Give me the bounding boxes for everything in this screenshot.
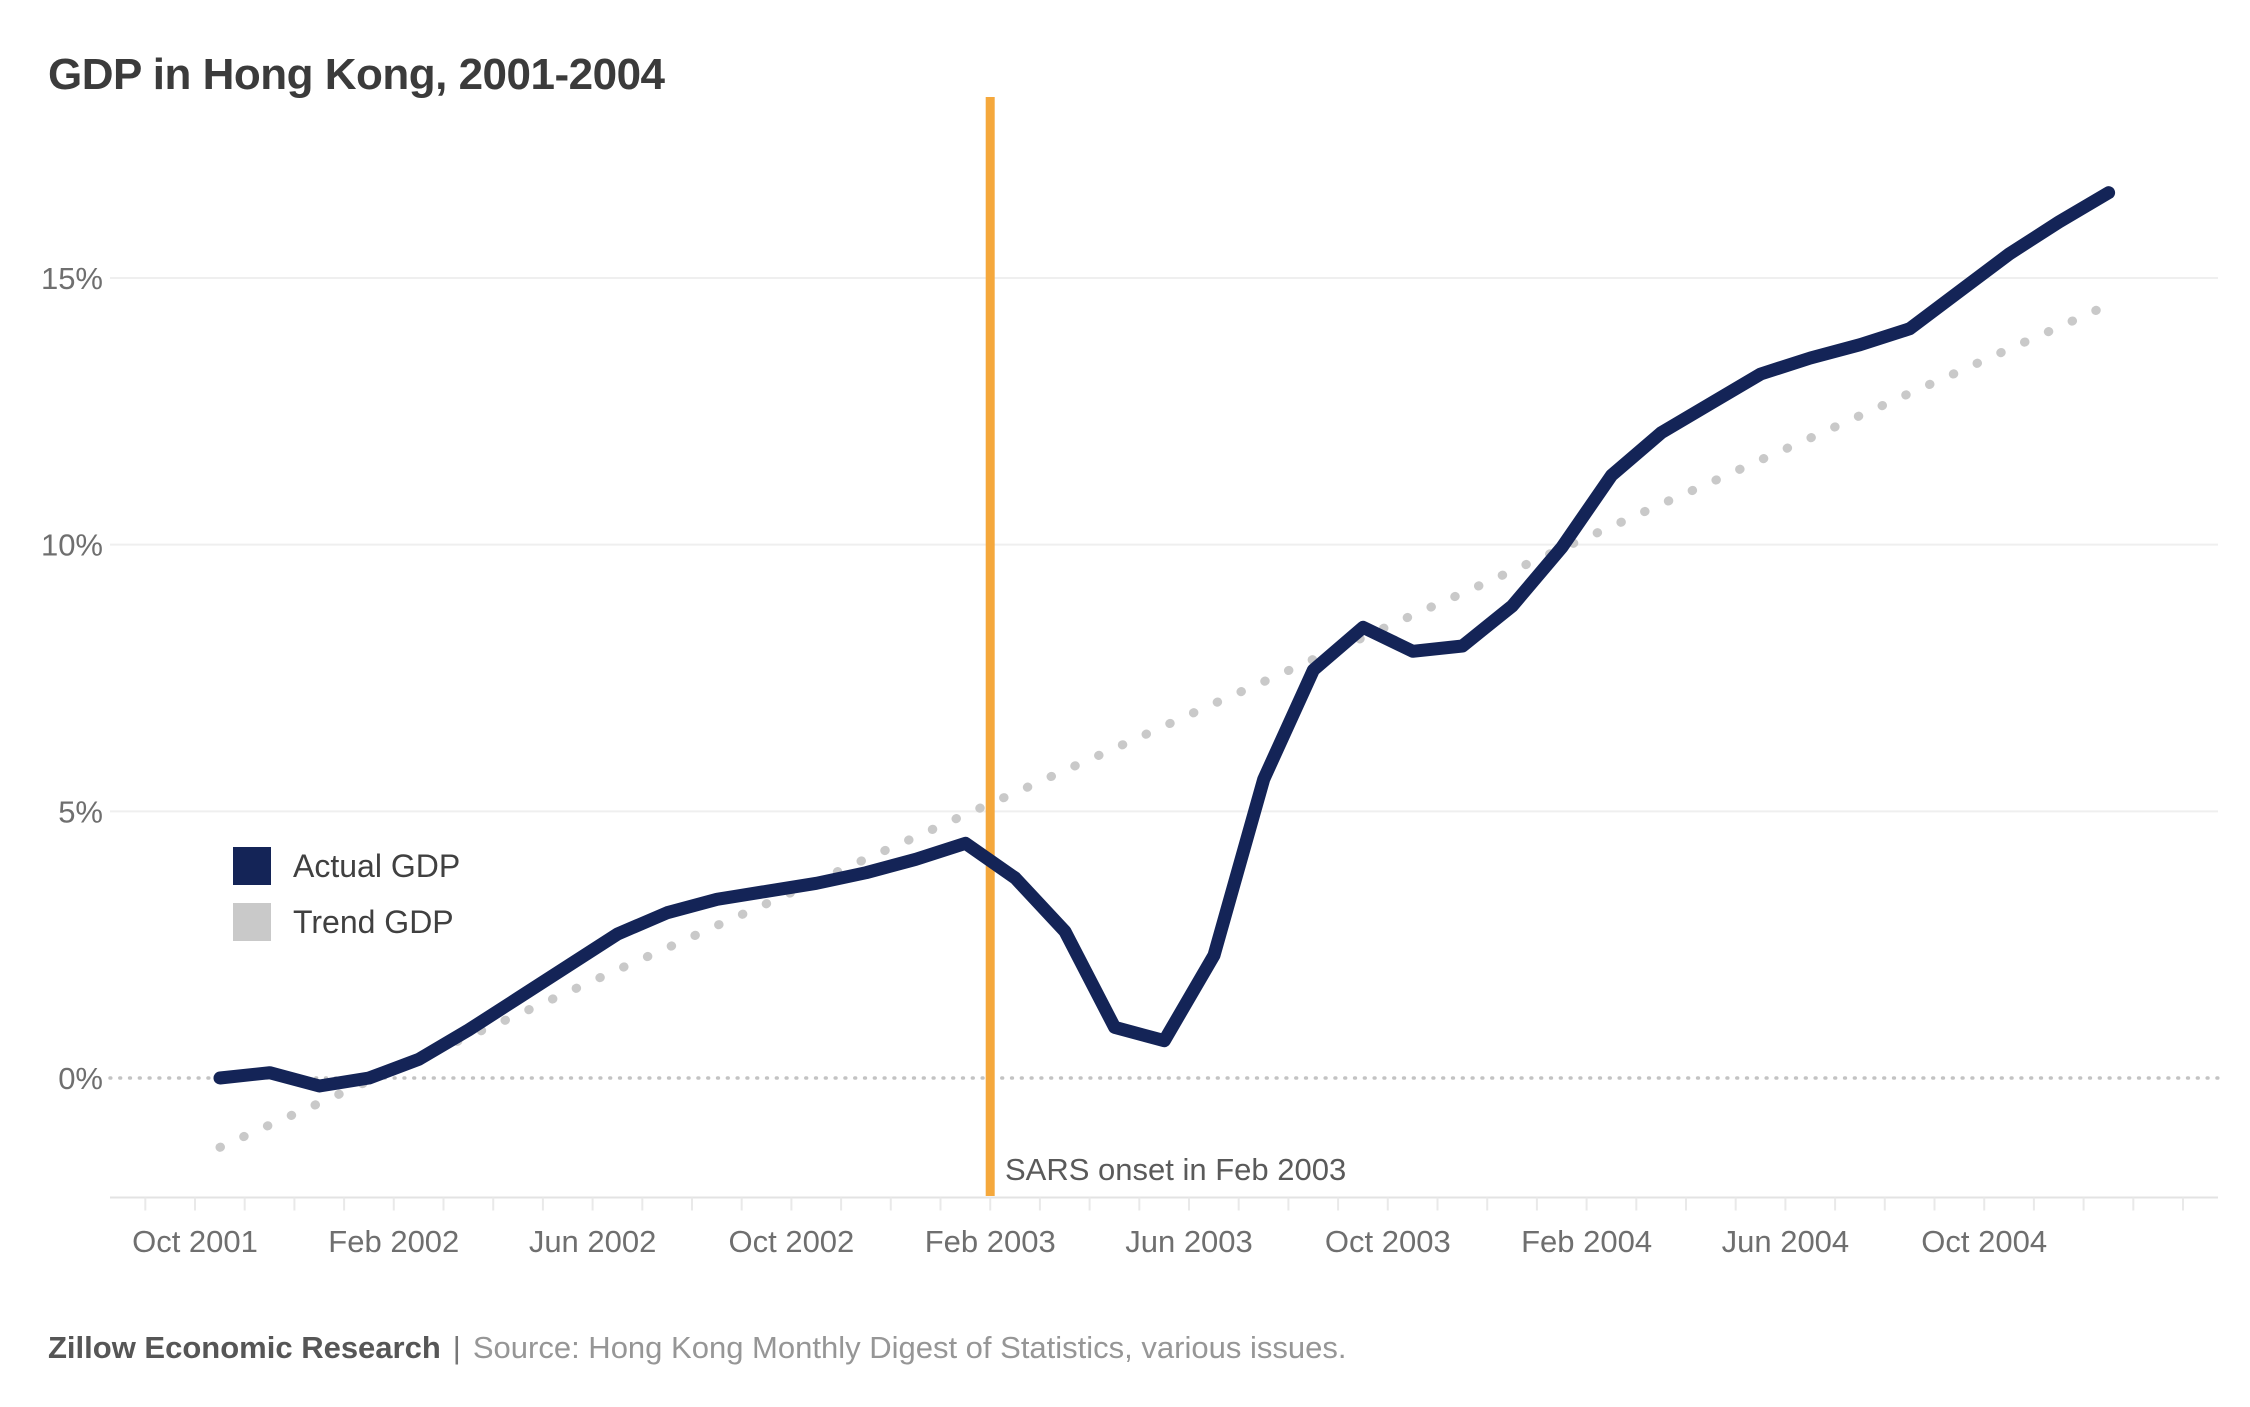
- actual-gdp-line: [213, 186, 2116, 1093]
- x-tick-label: Oct 2004: [1921, 1224, 2047, 1259]
- x-axis: [110, 1196, 2218, 1211]
- x-tick-label: Oct 2001: [132, 1224, 258, 1259]
- legend-label-trend-gdp: Trend GDP: [293, 903, 454, 940]
- y-tick-label: 15%: [41, 261, 103, 296]
- y-axis-labels: 0% 5% 10% 15%: [41, 261, 103, 1096]
- trend-gdp-swatch: [233, 903, 271, 941]
- footer-separator: |: [452, 1330, 461, 1365]
- x-tick-label: Oct 2002: [728, 1224, 854, 1259]
- chart-title: GDP in Hong Kong, 2001-2004: [48, 50, 665, 99]
- footer-brand: Zillow Economic Research: [48, 1330, 441, 1365]
- y-gridlines: [108, 277, 2220, 1080]
- sars-annotation-label: SARS onset in Feb 2003: [1005, 1152, 1347, 1187]
- x-tick-label: Feb 2003: [925, 1224, 1056, 1259]
- x-tick-label: Feb 2004: [1521, 1224, 1652, 1259]
- actual-gdp-swatch: [233, 847, 271, 885]
- footer: Zillow Economic Research | Source: Hong Ko…: [48, 1330, 1346, 1366]
- y-tick-label: 10%: [41, 528, 103, 563]
- legend-item-trend-gdp: Trend GDP: [233, 903, 460, 941]
- y-tick-label: 5%: [58, 794, 103, 829]
- x-tick-label: Oct 2003: [1325, 1224, 1451, 1259]
- x-tick-label: Jun 2004: [1722, 1224, 1850, 1259]
- x-axis-labels: Oct 2001 Feb 2002 Jun 2002 Oct 2002 Feb 2003…: [132, 1224, 2047, 1259]
- legend: Actual GDP Trend GDP: [233, 847, 460, 959]
- y-tick-label: 0%: [58, 1061, 103, 1096]
- x-tick-label: Jun 2002: [529, 1224, 657, 1259]
- footer-source: Source: Hong Kong Monthly Digest of Stat…: [472, 1330, 1347, 1365]
- legend-item-actual-gdp: Actual GDP: [233, 847, 460, 885]
- trend-gdp-line: [215, 300, 2114, 1152]
- x-tick-label: Feb 2002: [328, 1224, 459, 1259]
- legend-label-actual-gdp: Actual GDP: [293, 847, 461, 884]
- x-tick-label: Jun 2003: [1125, 1224, 1253, 1259]
